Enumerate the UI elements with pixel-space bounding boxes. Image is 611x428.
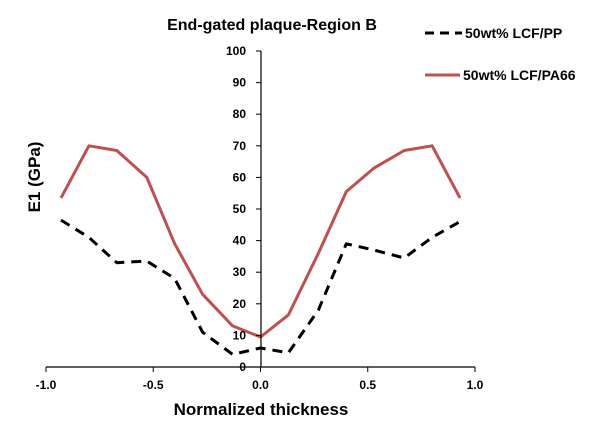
x-tick-label: 1.0	[467, 378, 484, 392]
x-tick-label: -0.5	[143, 378, 164, 392]
x-axis-title: Normalized thickness	[174, 400, 349, 419]
y-tick-label: 100	[226, 44, 246, 58]
legend-label-pp: 50wt% LCF/PP	[465, 25, 562, 41]
y-tick-label: 10	[233, 328, 247, 342]
y-tick-label: 50	[233, 202, 247, 216]
legend: 50wt% LCF/PP 50wt% LCF/PA66	[425, 25, 576, 83]
chart-title: End-gated plaque-Region B	[167, 17, 377, 34]
y-tick-label: 40	[233, 234, 247, 248]
y-tick-label: 30	[233, 265, 247, 279]
y-tick-label: 0	[239, 360, 246, 374]
y-tick-label: 70	[233, 139, 247, 153]
x-tick-label: 0.5	[359, 378, 376, 392]
y-tick-label: 90	[233, 76, 247, 90]
legend-item-pa66: 50wt% LCF/PA66	[425, 67, 576, 83]
y-ticks: 0 10 20 30 40 50 60 70 80 90 100	[226, 44, 261, 374]
x-tick-label: 0.0	[252, 378, 269, 392]
legend-item-pp: 50wt% LCF/PP	[425, 25, 562, 41]
legend-label-pa66: 50wt% LCF/PA66	[463, 67, 576, 83]
x-ticks: -1.0 -0.5 0.0 0.5 1.0	[36, 367, 484, 392]
y-tick-label: 20	[233, 297, 247, 311]
x-tick-label: -1.0	[36, 378, 57, 392]
y-tick-label: 80	[233, 107, 247, 121]
y-tick-label: 60	[233, 170, 247, 184]
y-axis-title: E1 (GPa)	[25, 142, 44, 213]
